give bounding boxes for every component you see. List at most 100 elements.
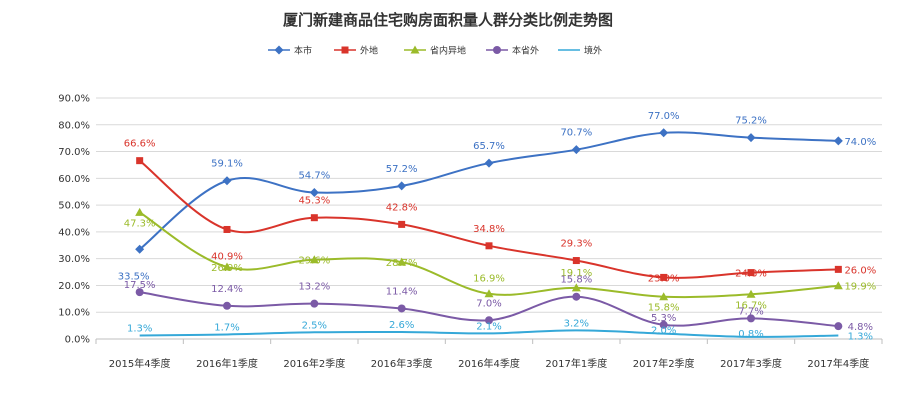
x-tick-label: 2017年1季度 (545, 357, 607, 370)
y-tick-label: 60.0% (58, 174, 90, 185)
series-line-4 (139, 329, 839, 338)
data-point (746, 289, 756, 298)
data-label: 12.4% (211, 284, 243, 295)
data-label: 13.2% (298, 282, 330, 293)
data-point (136, 157, 144, 165)
y-tick-label: 70.0% (58, 147, 90, 158)
data-label: 40.9% (211, 251, 243, 262)
y-tick-label: 80.0% (58, 120, 90, 131)
data-label: 59.1% (211, 159, 243, 170)
data-label: 29.6% (298, 256, 330, 267)
data-point (223, 301, 231, 310)
data-point (572, 257, 580, 265)
data-point (571, 283, 581, 292)
chart-title: 厦门新建商品住宅购房面积量人群分类比例走势图 (283, 11, 613, 29)
data-label: 2.6% (389, 320, 414, 331)
data-label: 23.0% (648, 273, 680, 284)
data-label: 29.3% (560, 239, 592, 250)
x-axis: 2015年4季度 2016年1季度 2016年2季度 2016年3季度 2016年4季度… (95, 338, 883, 370)
data-label: 74.0% (844, 137, 876, 148)
data-label: 33.5% (118, 271, 150, 282)
legend-marker-0 (274, 45, 284, 55)
data-point (397, 257, 407, 266)
data-point (746, 133, 756, 143)
data-label: 7.0% (476, 298, 501, 309)
x-tick-label: 2017年3季度 (720, 357, 782, 370)
y-tick-label: 30.0% (58, 254, 90, 265)
legend: 本市 外地 省内异地 本省外 境外 (268, 45, 602, 57)
data-point (398, 220, 406, 228)
y-tick-label: 10.0% (58, 308, 90, 319)
data-label: 26.0% (844, 265, 876, 276)
data-label: 47.3% (124, 218, 156, 229)
data-label: 24.8% (735, 269, 767, 280)
data-label: 2.1% (476, 321, 501, 332)
data-label: 11.4% (386, 286, 418, 297)
data-label: 2.0% (651, 326, 676, 337)
data-label: 4.8% (848, 322, 873, 333)
data-label: 3.2% (564, 318, 589, 329)
x-tick-label: 2016年3季度 (371, 357, 433, 370)
data-label: 5.3% (651, 313, 676, 324)
series-markers (135, 128, 843, 331)
data-point (135, 244, 145, 254)
data-label: 65.7% (473, 141, 505, 152)
data-point (309, 255, 319, 264)
data-point (834, 322, 843, 331)
data-point (659, 320, 668, 329)
data-point (222, 176, 232, 186)
legend-label-1: 外地 (360, 45, 378, 57)
x-tick-label: 2016年1季度 (196, 357, 258, 370)
legend-label-4: 境外 (584, 45, 602, 57)
y-axis: 0.0% 10.0% 20.0% 30.0% 40.0% 50.0% 60.0% 70.0% 8… (58, 94, 90, 346)
data-point (485, 316, 493, 325)
data-point (660, 273, 668, 281)
legend-marker-1 (341, 46, 349, 54)
data-point (747, 269, 755, 277)
data-label: 16.9% (473, 274, 505, 285)
data-label: 19.9% (844, 282, 876, 293)
data-point (484, 158, 494, 168)
x-tick-label: 2017年4季度 (807, 357, 869, 370)
y-tick-label: 40.0% (58, 227, 90, 238)
data-point (222, 262, 232, 271)
data-point (310, 214, 318, 222)
y-tick-label: 90.0% (58, 94, 90, 105)
data-point (833, 281, 843, 290)
y-tick-label: 20.0% (58, 281, 90, 292)
legend-label-3: 本省外 (512, 45, 539, 57)
data-label: 15.8% (560, 275, 592, 286)
legend-marker-3 (493, 46, 501, 54)
data-label: 70.7% (560, 128, 592, 139)
x-tick-label: 2016年4季度 (458, 357, 520, 370)
data-label: 16.7% (735, 300, 767, 311)
x-tick-label: 2015年4季度 (109, 357, 171, 370)
data-point (747, 314, 755, 323)
data-label: 54.7% (298, 171, 330, 182)
data-label: 7.7% (738, 306, 763, 317)
data-point (833, 136, 843, 146)
data-label: 0.8% (738, 329, 763, 340)
data-label: 28.7% (386, 258, 418, 269)
data-label: 77.0% (648, 111, 680, 122)
data-label: 75.2% (735, 116, 767, 127)
data-label: 57.2% (386, 164, 418, 175)
data-point (659, 128, 669, 138)
data-label: 1.3% (127, 324, 152, 335)
data-label: 42.8% (386, 202, 418, 213)
data-point (135, 207, 145, 216)
data-label: 66.6% (124, 139, 156, 150)
data-point (310, 299, 319, 308)
y-tick-label: 50.0% (58, 201, 90, 212)
data-point (135, 288, 144, 297)
data-point (223, 225, 231, 233)
data-label: 34.8% (473, 224, 505, 235)
data-point (572, 292, 581, 301)
data-point (834, 265, 842, 273)
data-point (571, 145, 581, 155)
data-point (484, 289, 494, 298)
data-label: 15.8% (648, 303, 680, 314)
legend-label-2: 省内异地 (430, 45, 466, 57)
data-point (659, 292, 669, 301)
